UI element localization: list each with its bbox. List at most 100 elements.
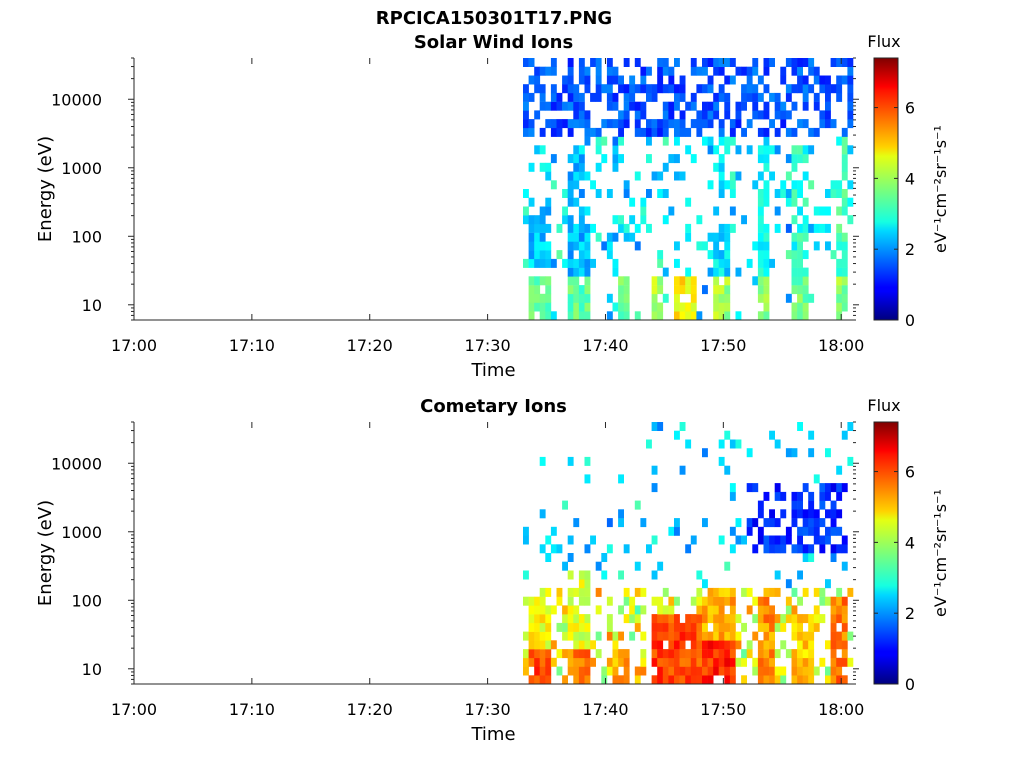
com-flux-cell bbox=[702, 605, 708, 615]
com-flux-cell bbox=[657, 622, 664, 632]
sw-flux-cell bbox=[847, 84, 854, 94]
com-flux-cell bbox=[545, 657, 552, 667]
sw-flux-cell bbox=[679, 119, 686, 129]
com-flux-cell bbox=[567, 666, 574, 676]
sw-flux-cell bbox=[836, 92, 843, 102]
com-flux-cell bbox=[741, 675, 747, 685]
sw-flux-cell bbox=[534, 215, 541, 225]
sw-flux-cell bbox=[578, 189, 585, 198]
sw-flux-cell bbox=[774, 145, 781, 155]
com-flux-cell bbox=[813, 587, 820, 597]
sw-flux-cell bbox=[640, 75, 647, 85]
sw-flux-cell bbox=[545, 285, 552, 295]
com-flux-cell bbox=[562, 500, 568, 510]
sw-flux-cell bbox=[819, 206, 826, 216]
sw-flux-cell bbox=[584, 302, 591, 312]
sw-flux-cell bbox=[550, 66, 557, 76]
sw-flux-cell bbox=[825, 84, 831, 94]
sw-flux-cell bbox=[757, 75, 764, 85]
com-flux-cell bbox=[696, 649, 703, 659]
sw-flux-cell bbox=[785, 84, 792, 94]
com-flux-cell bbox=[623, 657, 630, 667]
com-flux-cell bbox=[573, 649, 580, 659]
sw-flux-cell bbox=[640, 101, 647, 111]
sw-flux-cell bbox=[763, 162, 770, 172]
com-flux-cell bbox=[841, 649, 848, 659]
sw-flux-cell bbox=[841, 241, 848, 251]
sw-flux-cell bbox=[674, 302, 680, 312]
sw-flux-cell bbox=[752, 92, 759, 102]
com-flux-cell bbox=[830, 500, 837, 510]
com-flux-cell bbox=[545, 649, 552, 659]
com-flux-cell bbox=[802, 544, 809, 554]
sw-spectrogram bbox=[523, 58, 854, 321]
com-flux-cell bbox=[539, 675, 546, 685]
sw-flux-cell bbox=[836, 302, 843, 312]
sw-flux-cell bbox=[651, 127, 658, 137]
com-flux-cell bbox=[797, 526, 803, 536]
sw-flux-cell bbox=[618, 311, 624, 321]
sw-flux-cell bbox=[685, 302, 692, 312]
sw-flux-cell bbox=[797, 66, 803, 76]
com-flux-cell bbox=[702, 448, 708, 458]
com-flux-cell bbox=[595, 561, 602, 571]
sw-flux-cell bbox=[802, 92, 809, 102]
sw-colorbar bbox=[873, 57, 899, 321]
sw-flux-cell bbox=[702, 58, 708, 67]
com-flux-cell bbox=[841, 483, 848, 493]
sw-flux-cell bbox=[646, 92, 652, 102]
sw-flux-cell bbox=[785, 197, 792, 207]
com-flux-cell bbox=[808, 631, 815, 641]
com-flux-cell bbox=[696, 570, 703, 580]
sw-flux-cell bbox=[623, 302, 630, 312]
sw-flux-cell bbox=[718, 258, 725, 268]
sw-flux-cell bbox=[841, 197, 848, 207]
sw-flux-cell bbox=[813, 92, 820, 102]
sw-flux-cell bbox=[718, 302, 725, 312]
com-flux-cell bbox=[657, 561, 664, 571]
com-flux-cell bbox=[769, 430, 775, 440]
sw-flux-cell bbox=[567, 311, 574, 321]
sw-flux-cell bbox=[674, 285, 680, 295]
sw-flux-cell bbox=[634, 110, 641, 120]
sw-flux-cell bbox=[841, 206, 848, 216]
sw-flux-cell bbox=[724, 258, 731, 268]
sw-flux-cell bbox=[774, 223, 781, 233]
com-flux-cell bbox=[746, 483, 753, 493]
sw-flux-cell bbox=[584, 127, 591, 137]
sw-flux-cell bbox=[685, 223, 692, 233]
sw-flux-cell bbox=[539, 241, 546, 251]
com-flux-cell bbox=[841, 631, 848, 641]
com-flux-cell bbox=[841, 657, 848, 667]
com-flux-cell bbox=[735, 614, 742, 624]
com-flux-cell bbox=[841, 544, 848, 554]
sw-flux-cell bbox=[847, 215, 854, 225]
com-flux-cell bbox=[573, 666, 580, 676]
sw-flux-cell bbox=[797, 154, 803, 164]
com-flux-cell bbox=[651, 640, 658, 650]
com-flux-cell bbox=[819, 491, 826, 501]
com-flux-cell bbox=[679, 422, 686, 431]
com-flux-cell bbox=[724, 666, 731, 676]
sw-flux-cell bbox=[791, 66, 798, 76]
com-flux-cell bbox=[718, 535, 725, 545]
com-flux-cell bbox=[729, 483, 736, 493]
sw-flux-cell bbox=[735, 311, 742, 321]
sw-flux-cell bbox=[612, 162, 619, 172]
sw-flux-cell bbox=[606, 75, 613, 85]
sw-flux-cell bbox=[534, 110, 541, 120]
sw-flux-cell bbox=[713, 101, 720, 111]
com-flux-cell bbox=[841, 675, 848, 685]
sw-flux-cell bbox=[802, 154, 809, 164]
com-flux-cell bbox=[774, 570, 781, 580]
com-flux-cell bbox=[690, 649, 697, 659]
sw-flux-cell bbox=[729, 136, 736, 146]
com-flux-cell bbox=[757, 605, 764, 615]
sw-flux-cell bbox=[528, 119, 535, 129]
com-flux-cell bbox=[567, 622, 574, 632]
com-flux-cell bbox=[724, 649, 731, 659]
com-flux-cell bbox=[819, 518, 826, 528]
sw-flux-cell bbox=[830, 250, 837, 260]
sw-flux-cell bbox=[668, 66, 675, 76]
sw-flux-cell bbox=[534, 66, 541, 76]
